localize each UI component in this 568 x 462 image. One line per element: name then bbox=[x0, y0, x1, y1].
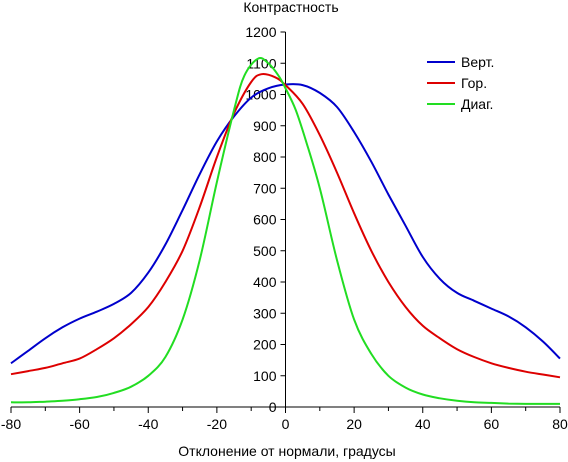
x-tick-label: -60 bbox=[70, 416, 90, 432]
legend-label: Верт. bbox=[461, 54, 494, 70]
x-tick-label: -20 bbox=[207, 416, 227, 432]
y-tick-label: 0 bbox=[269, 399, 277, 415]
x-tick-label: 40 bbox=[415, 416, 431, 432]
y-tick-label: 100 bbox=[253, 368, 277, 384]
series-line-2 bbox=[10, 73, 561, 379]
y-tick-label: 600 bbox=[253, 212, 277, 228]
x-tick-label: -80 bbox=[1, 416, 21, 432]
y-tick-label: 300 bbox=[253, 305, 277, 321]
y-tick-label: 200 bbox=[253, 337, 277, 353]
x-axis-label: Отклонение от нормали, градусы bbox=[178, 443, 395, 459]
x-tick-label: 80 bbox=[552, 416, 568, 432]
y-tick-label: 500 bbox=[253, 243, 277, 259]
series-line-3 bbox=[10, 57, 560, 405]
x-tick-label: -40 bbox=[138, 416, 158, 432]
x-tick-label: 60 bbox=[484, 416, 500, 432]
legend-label: Гор. bbox=[461, 75, 487, 91]
y-tick-label: 700 bbox=[253, 180, 277, 196]
x-tick-label: 0 bbox=[282, 416, 290, 432]
x-tick-label: 20 bbox=[346, 416, 362, 432]
legend-label: Диаг. bbox=[461, 96, 493, 112]
legend: Верт. Гор. Диаг. bbox=[427, 54, 494, 112]
y-tick-label: 1200 bbox=[245, 24, 276, 40]
y-tick-label: 400 bbox=[253, 274, 277, 290]
y-tick-label: 1000 bbox=[245, 87, 276, 103]
y-tick-label: 900 bbox=[253, 118, 277, 134]
axes: -80 -60 -40 -20 0 20 40 60 800100200300400500600… bbox=[1, 24, 568, 432]
y-tick-label: 800 bbox=[253, 149, 277, 165]
series-lines bbox=[10, 57, 561, 405]
y-tick-label: 1100 bbox=[246, 55, 276, 71]
chart-title: Контрастность bbox=[243, 0, 338, 15]
